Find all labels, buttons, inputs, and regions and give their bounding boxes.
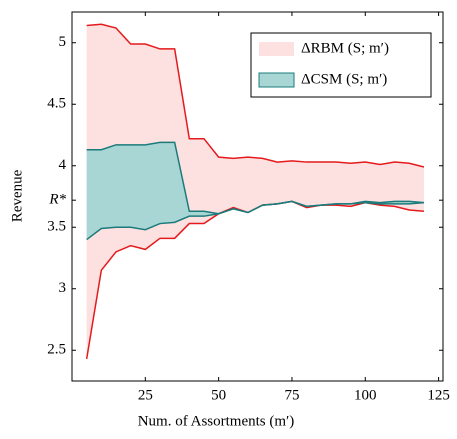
y-tick-label: 3 [59, 280, 67, 296]
legend-label: ΔRBM (S; m′) [301, 40, 389, 56]
plot-frame [71, 11, 444, 382]
band-upper-line [86, 23, 425, 168]
x-tick-label: 75 [284, 387, 299, 403]
y-tick-label: 4.5 [47, 96, 66, 112]
x-tick-label: 25 [138, 387, 153, 403]
y-tick-label: 4 [59, 157, 67, 173]
y-axis-label: Revenue [9, 169, 25, 222]
x-tick-label: 50 [211, 387, 226, 403]
y-tick-label: 3.5 [47, 219, 66, 235]
x-tick-label: 100 [354, 387, 377, 403]
x-tick-label: 125 [427, 387, 450, 403]
y-tick-label: 5 [59, 34, 67, 50]
y-tick-label: R* [48, 192, 66, 208]
legend-swatch [259, 42, 294, 56]
y-tick-label: 2.5 [47, 342, 66, 358]
legend-swatch [258, 72, 295, 88]
legend-label: ΔCSM (S; m′) [301, 71, 387, 87]
band-fill [86, 142, 424, 240]
x-axis-label: Num. of Assortments (m′) [138, 413, 295, 429]
band-fill [86, 24, 424, 359]
band-lower-line [86, 200, 424, 241]
